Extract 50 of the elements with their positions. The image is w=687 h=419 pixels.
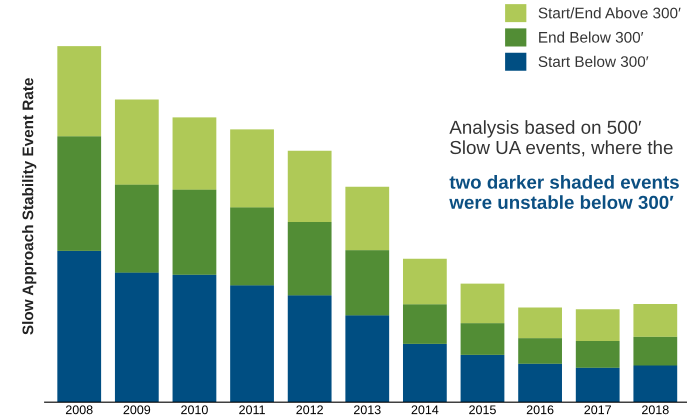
bar xyxy=(288,150,332,222)
bar xyxy=(633,336,678,366)
bar xyxy=(114,100,159,185)
bar xyxy=(460,354,504,402)
bar xyxy=(288,222,332,296)
legend-label: Start Below 300′ xyxy=(538,56,648,68)
bar xyxy=(576,368,620,402)
legend-label: End Below 300′ xyxy=(539,32,644,43)
bar xyxy=(288,295,332,402)
bar xyxy=(57,46,102,136)
bar xyxy=(518,308,562,338)
x-tick-label: 2018 xyxy=(642,405,669,414)
bar xyxy=(345,250,390,316)
bar xyxy=(402,344,447,402)
bar xyxy=(460,284,504,324)
bar xyxy=(114,184,159,273)
x-tick-label: 2013 xyxy=(354,405,381,414)
bar xyxy=(230,129,274,208)
x-tick-label: 2016 xyxy=(526,405,554,414)
bar xyxy=(230,207,274,286)
x-tick-label: 2008 xyxy=(66,405,93,414)
bar xyxy=(345,315,390,402)
bar xyxy=(633,366,678,402)
bar xyxy=(114,272,159,402)
bar xyxy=(518,364,562,402)
bar xyxy=(402,258,447,304)
bar xyxy=(518,338,562,364)
annotation: two darker shaded events were unstable below 300′ xyxy=(449,175,679,210)
bar xyxy=(172,190,216,275)
bar xyxy=(230,285,274,402)
x-tick-label: 2012 xyxy=(296,405,323,414)
bar xyxy=(576,309,620,341)
bar xyxy=(57,136,102,251)
x-tick-label: 2011 xyxy=(239,405,265,414)
legend-label: Start/End Above 300′ xyxy=(538,7,681,18)
x-tick-label: 2009 xyxy=(124,405,150,414)
bar xyxy=(172,117,216,190)
x-tick-label: 2010 xyxy=(181,405,208,414)
x-tick-label: 2014 xyxy=(412,405,438,414)
bar xyxy=(57,250,102,402)
y-axis-title: Slow Approach Stability Event Rate xyxy=(22,78,36,335)
bar xyxy=(460,323,504,355)
bar xyxy=(576,340,620,368)
x-tick-label: 2017 xyxy=(584,405,611,414)
annotation: Analysis based on 500′ Slow UA events, where the xyxy=(449,120,673,156)
bar xyxy=(402,304,447,344)
bar xyxy=(633,304,678,337)
x-tick-label: 2015 xyxy=(469,405,496,414)
bar xyxy=(172,274,216,402)
bar xyxy=(345,186,390,250)
